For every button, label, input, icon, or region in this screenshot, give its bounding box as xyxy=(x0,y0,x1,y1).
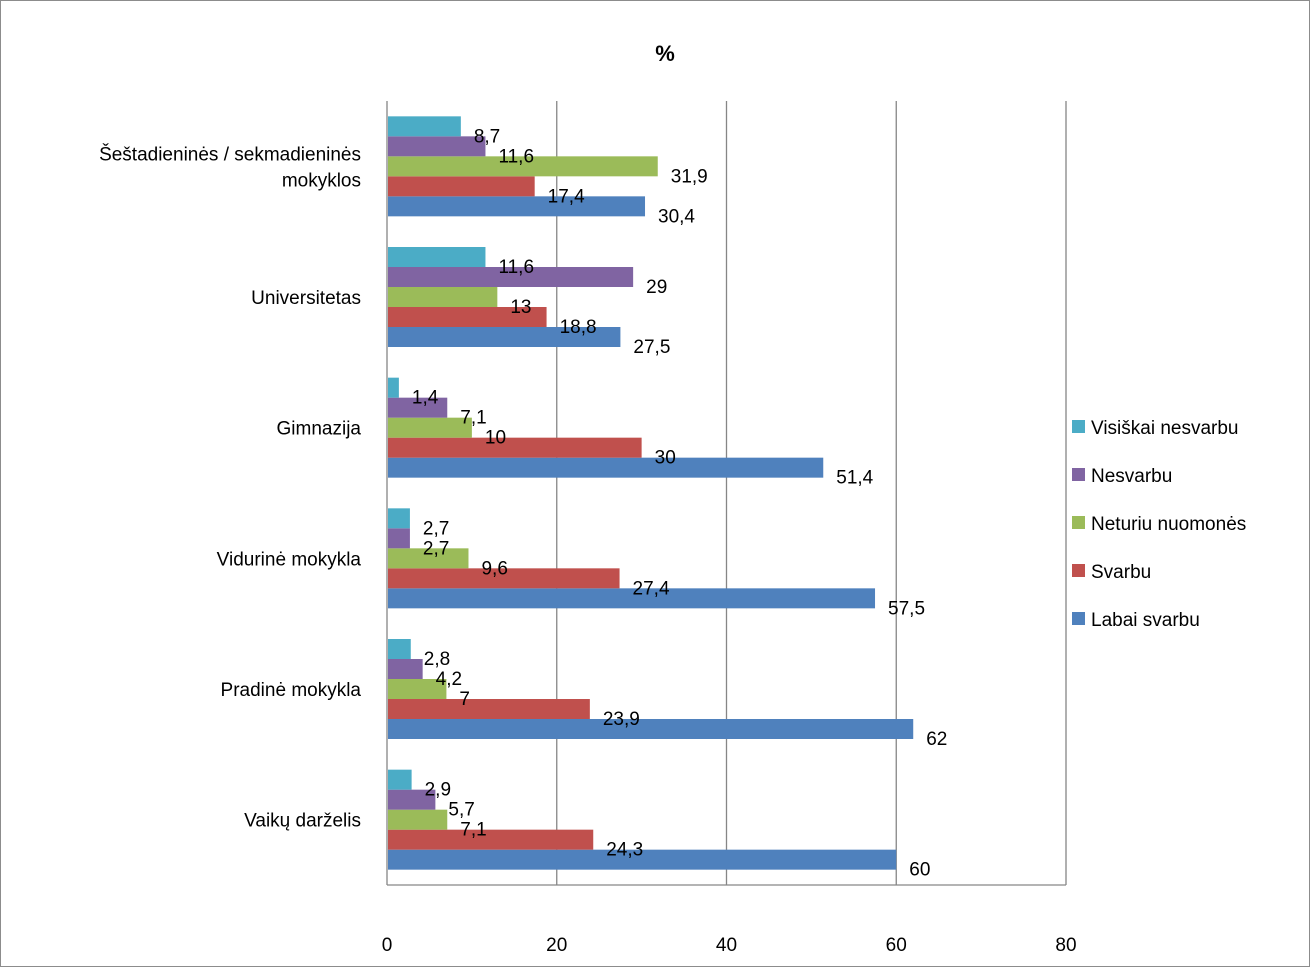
bar xyxy=(388,437,642,458)
data-label: 57,5 xyxy=(888,598,925,619)
bar xyxy=(388,639,411,659)
axes xyxy=(386,101,1066,886)
x-tick-labels: 0 20 40 60 80 xyxy=(382,935,1077,956)
bar xyxy=(388,588,876,609)
category-label: Universitetas xyxy=(251,288,361,309)
bar xyxy=(388,809,448,830)
data-label: 18,8 xyxy=(560,317,597,338)
legend-label: Visiškai nesvarbu xyxy=(1091,418,1239,439)
bar xyxy=(388,307,547,327)
data-label: 27,5 xyxy=(633,337,670,358)
bar xyxy=(388,719,914,739)
bar xyxy=(388,116,461,137)
data-label: 11,6 xyxy=(498,146,534,167)
bar xyxy=(388,568,620,589)
data-label: 10 xyxy=(485,428,506,449)
data-labels: 6024,37,15,72,96223,974,22,857,527,49,62… xyxy=(412,126,947,880)
data-label: 51,4 xyxy=(836,468,873,489)
legend-swatch xyxy=(1072,420,1085,433)
bar xyxy=(388,397,448,418)
bar xyxy=(388,829,594,850)
bar xyxy=(388,247,486,267)
legend-label: Labai svarbu xyxy=(1091,610,1200,631)
data-label: 30 xyxy=(655,448,676,469)
category-label: Šeštadieninės / sekmadieninės xyxy=(99,143,361,165)
data-label: 23,9 xyxy=(603,709,640,730)
bars xyxy=(388,116,914,870)
legend-swatch xyxy=(1072,468,1085,481)
data-label: 62 xyxy=(926,729,947,750)
bar xyxy=(388,267,634,287)
data-label: 11,6 xyxy=(498,257,534,278)
bar xyxy=(388,136,486,157)
data-label: 2,9 xyxy=(425,780,451,801)
data-label: 30,4 xyxy=(658,206,695,227)
data-label: 2,7 xyxy=(423,518,449,539)
bar xyxy=(388,377,399,398)
x-tick-label: 60 xyxy=(886,935,907,956)
legend: Visiškai nesvarbu Nesvarbu Neturiu nuomonė… xyxy=(1072,418,1246,631)
bar xyxy=(388,417,472,438)
data-label: 7 xyxy=(459,689,470,710)
gridlines xyxy=(556,101,1067,885)
bar xyxy=(388,196,646,217)
bar xyxy=(388,327,621,347)
legend-label: Nesvarbu xyxy=(1091,466,1172,487)
data-label: 1,4 xyxy=(412,388,439,409)
x-tick-label: 40 xyxy=(716,935,737,956)
data-label: 8,7 xyxy=(474,126,500,147)
legend-swatch xyxy=(1072,612,1085,625)
category-label: Pradinė mokykla xyxy=(221,680,362,701)
legend-label: Neturiu nuomonės xyxy=(1091,514,1246,535)
data-label: 31,9 xyxy=(671,166,708,187)
category-label: Vidurinė mokykla xyxy=(217,549,362,570)
bar xyxy=(388,508,410,529)
data-label: 2,8 xyxy=(424,649,450,670)
bar xyxy=(388,849,897,870)
data-label: 7,1 xyxy=(460,820,486,841)
chart-title: % xyxy=(655,41,675,66)
category-label: Gimnazija xyxy=(277,419,362,440)
data-label: 60 xyxy=(909,860,930,881)
data-label: 9,6 xyxy=(481,558,507,579)
data-label: 7,1 xyxy=(460,408,486,429)
category-labels: Vaikų darželis Pradinė mokykla Vidurinė mo… xyxy=(99,143,361,831)
data-label: 24,3 xyxy=(606,840,643,861)
legend-swatch xyxy=(1072,516,1085,529)
bar xyxy=(388,156,658,177)
bar xyxy=(388,659,423,679)
data-label: 5,7 xyxy=(448,800,474,821)
bar xyxy=(388,457,824,478)
data-label: 13 xyxy=(510,297,531,318)
category-label: Vaikų darželis xyxy=(244,811,361,832)
data-label: 17,4 xyxy=(548,186,585,207)
data-label: 29 xyxy=(646,277,667,298)
bar xyxy=(388,679,447,699)
bar xyxy=(388,789,436,810)
bar xyxy=(388,176,535,197)
legend-swatch xyxy=(1072,564,1085,577)
x-tick-label: 80 xyxy=(1055,935,1076,956)
data-label: 27,4 xyxy=(633,578,670,599)
x-tick-label: 0 xyxy=(382,935,393,956)
x-tick-label: 20 xyxy=(546,935,567,956)
bar xyxy=(388,528,410,549)
legend-label: Svarbu xyxy=(1091,562,1151,583)
category-label: mokyklos xyxy=(282,170,361,191)
bar xyxy=(388,769,412,790)
bar xyxy=(388,287,498,307)
data-label: 4,2 xyxy=(436,669,462,690)
bar xyxy=(388,699,590,719)
bar xyxy=(388,548,469,569)
data-label: 2,7 xyxy=(423,538,449,559)
